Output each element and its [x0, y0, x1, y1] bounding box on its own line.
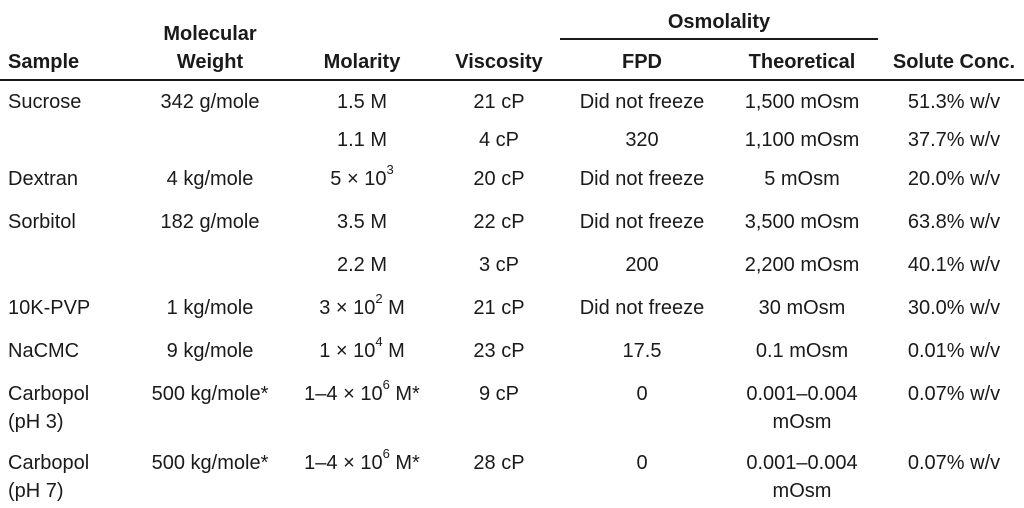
cell-solute-conc: 0.01% w/v — [907, 340, 1001, 362]
molarity-exponent: 3 — [386, 162, 394, 178]
cell-viscosity: 3 cP — [478, 254, 520, 276]
molarity-exponent: 6 — [382, 446, 390, 462]
cell-sample: (pH 3) — [8, 411, 64, 433]
cell-molecular-weight: 9 kg/mole — [166, 340, 254, 362]
cell-sample: Sorbitol — [8, 211, 76, 233]
cell-molecular-weight: 500 kg/mole* — [151, 383, 269, 405]
cell-molecular-weight: 182 g/mole — [160, 211, 260, 233]
header-theoretical: Theoretical — [748, 51, 856, 73]
cell-molarity: 2.2 M — [292, 251, 432, 279]
header-molecular-weight-line1: Molecular — [163, 23, 257, 45]
cell-sample: 10K-PVP — [8, 297, 91, 319]
cell-fpd: 17.5 — [622, 340, 662, 362]
cell-solute-conc: 37.7% w/v — [907, 129, 1001, 151]
molarity-base: 3 × 10 — [319, 297, 376, 319]
cell-viscosity: 4 cP — [478, 129, 520, 151]
cell-molarity: 1.5 M — [292, 88, 432, 116]
cell-fpd: 0 — [636, 383, 648, 405]
cell-solute-conc: 40.1% w/v — [907, 254, 1001, 276]
cell-solute-conc: 30.0% w/v — [907, 297, 1001, 319]
cell-solute-conc: 63.8% w/v — [907, 211, 1001, 233]
header-rule — [0, 79, 1024, 81]
cell-solute-conc: 51.3% w/v — [907, 91, 1001, 113]
cell-fpd: 0 — [636, 452, 648, 474]
cell-theoretical: mOsm — [772, 480, 832, 502]
molarity-exponent: 4 — [375, 334, 383, 350]
cell-theoretical: 0.001–0.004 — [746, 383, 858, 405]
molarity-exponent: 2 — [375, 291, 383, 307]
cell-solute-conc: 20.0% w/v — [907, 168, 1001, 190]
molarity-base: 5 × 10 — [330, 168, 387, 190]
cell-theoretical: 0.1 mOsm — [755, 340, 849, 362]
cell-theoretical: 5 mOsm — [764, 168, 840, 190]
molarity-base: 3.5 M — [336, 211, 388, 233]
cell-viscosity: 28 cP — [473, 452, 525, 474]
molarity-unit: M* — [389, 452, 420, 474]
molarity-unit: M — [382, 340, 405, 362]
cell-solute-conc: 0.07% w/v — [907, 452, 1001, 474]
cell-theoretical: 3,500 mOsm — [744, 211, 860, 233]
header-sample: Sample — [8, 51, 80, 73]
molarity-base: 2.2 M — [336, 254, 388, 276]
cell-molecular-weight: 4 kg/mole — [166, 168, 254, 190]
cell-viscosity: 21 cP — [473, 91, 525, 113]
cell-molarity: 5 × 103 — [292, 162, 432, 193]
molarity-exponent: 6 — [382, 377, 390, 393]
cell-theoretical: 2,200 mOsm — [744, 254, 860, 276]
osmolality-rule — [560, 38, 878, 40]
cell-sample: Dextran — [8, 168, 79, 190]
header-viscosity: Viscosity — [455, 51, 543, 73]
molarity-base: 1.5 M — [336, 91, 388, 113]
cell-molecular-weight: 1 kg/mole — [166, 297, 254, 319]
header-osmolality: Osmolality — [667, 11, 771, 33]
header-fpd: FPD — [622, 51, 662, 73]
cell-fpd: 200 — [625, 254, 659, 276]
cell-theoretical: 0.001–0.004 — [746, 452, 858, 474]
cell-fpd: Did not freeze — [579, 297, 705, 319]
cell-molarity: 1 × 104 M — [292, 334, 432, 365]
cell-sample: NaCMC — [8, 340, 80, 362]
cell-fpd: Did not freeze — [579, 91, 705, 113]
cell-molecular-weight: 500 kg/mole* — [151, 452, 269, 474]
cell-solute-conc: 0.07% w/v — [907, 383, 1001, 405]
cell-fpd: Did not freeze — [579, 211, 705, 233]
cell-molecular-weight: 342 g/mole — [160, 91, 260, 113]
molarity-base: 1 × 10 — [319, 340, 376, 362]
cell-sample: Carbopol — [8, 383, 90, 405]
cell-molarity: 1–4 × 106 M* — [292, 377, 432, 408]
cell-viscosity: 21 cP — [473, 297, 525, 319]
cell-theoretical: 1,500 mOsm — [744, 91, 860, 113]
molarity-base: 1–4 × 10 — [304, 452, 383, 474]
cell-viscosity: 22 cP — [473, 211, 525, 233]
cell-molarity: 3.5 M — [292, 208, 432, 236]
cell-viscosity: 23 cP — [473, 340, 525, 362]
cell-viscosity: 20 cP — [473, 168, 525, 190]
molarity-base: 1.1 M — [336, 129, 388, 151]
cell-molarity: 3 × 102 M — [292, 291, 432, 322]
cell-sample: Sucrose — [8, 91, 82, 113]
cell-fpd: Did not freeze — [579, 168, 705, 190]
cell-sample: Carbopol — [8, 452, 90, 474]
cell-molarity: 1.1 M — [292, 126, 432, 154]
header-molarity: Molarity — [323, 51, 401, 73]
cell-molarity: 1–4 × 106 M* — [292, 446, 432, 477]
cell-theoretical: 30 mOsm — [758, 297, 846, 319]
cell-theoretical: 1,100 mOsm — [744, 129, 860, 151]
cell-theoretical: mOsm — [772, 411, 832, 433]
molarity-base: 1–4 × 10 — [304, 383, 383, 405]
molarity-unit: M* — [389, 383, 420, 405]
cell-sample: (pH 7) — [8, 480, 64, 502]
molarity-unit: M — [382, 297, 405, 319]
header-solute-conc: Solute Conc. — [892, 51, 1016, 73]
cell-viscosity: 9 cP — [478, 383, 520, 405]
cell-fpd: 320 — [625, 129, 659, 151]
header-molecular-weight-line2: Weight — [176, 51, 244, 73]
